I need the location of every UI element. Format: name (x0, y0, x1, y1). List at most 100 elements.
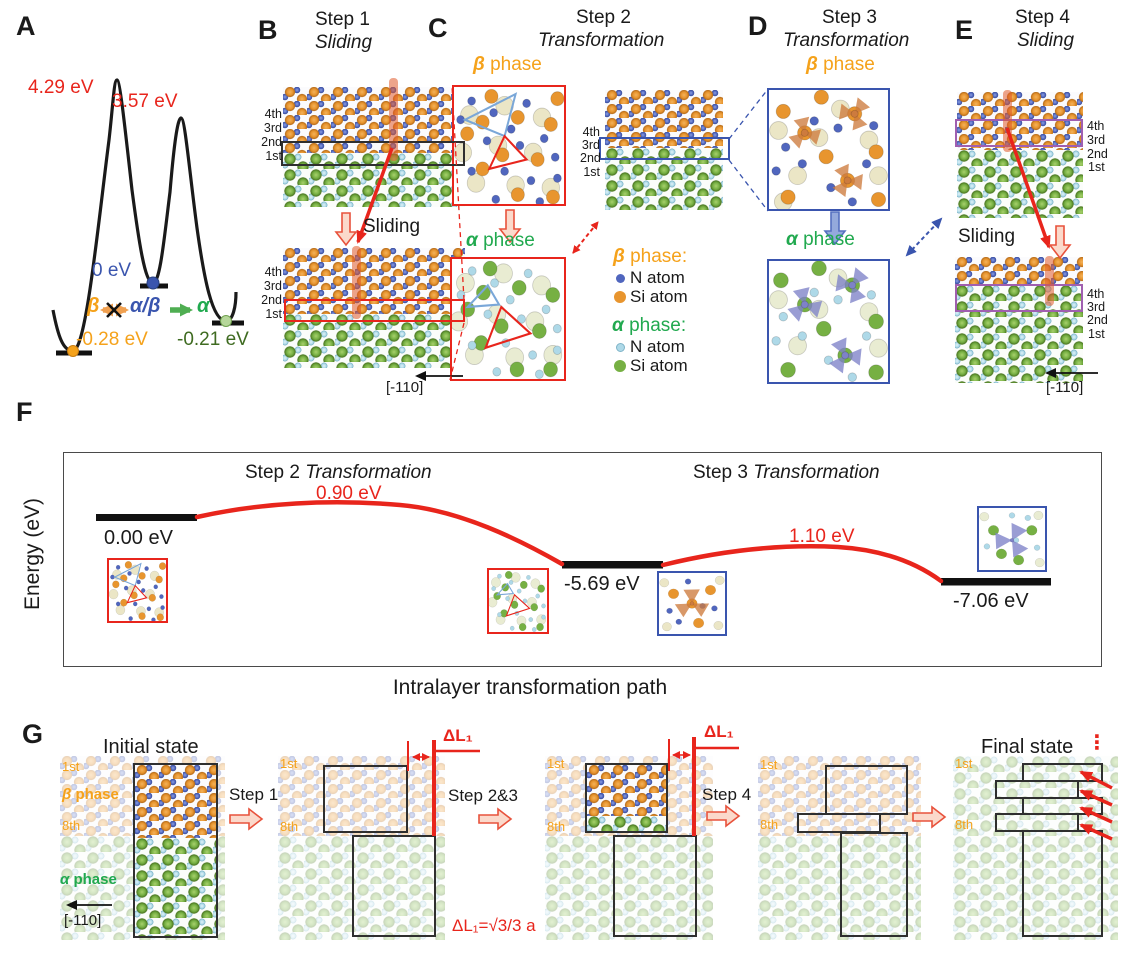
layer-label: 2nd (1087, 147, 1108, 161)
layer-label: 3rd (1087, 300, 1106, 314)
alpha-symbol: α (197, 295, 210, 317)
barrier2-value: 1.10 eV (789, 526, 855, 547)
transformed-layer-strip (797, 813, 881, 833)
right-block-arrow-icon (229, 808, 263, 830)
down-block-arrow-icon (1049, 225, 1071, 259)
layer-label: 4th (1087, 287, 1105, 301)
transform-row-box (599, 137, 730, 160)
panel-d-step-mode: Transformation (783, 30, 910, 51)
layer-first-label: 1st (955, 756, 973, 771)
faded-background (758, 756, 921, 940)
step23-arrow-label: Step 2&3 (448, 786, 518, 805)
beta-symbol: β (87, 295, 100, 317)
beta-lattice (955, 257, 1083, 285)
initial-state-title: Initial state (103, 736, 199, 758)
layer-label: 3rd (1087, 133, 1106, 147)
interface-symbol: α/β (130, 295, 161, 317)
alpha-block (1022, 830, 1103, 937)
beta-lattice (283, 248, 465, 314)
layer-label: 4th (264, 107, 282, 121)
right-block-arrow-icon (478, 808, 512, 830)
barrier-left-value: 4.29 eV (28, 77, 94, 98)
alpha-tetra-structure (767, 259, 890, 384)
ellipsis-dots: ⋮ (1087, 732, 1107, 754)
alpha-lattice (957, 150, 1083, 218)
inset-alpha-zoom (487, 568, 549, 634)
alpha-min-value: -0.21 eV (177, 329, 249, 350)
layer-eighth-label: 8th (62, 818, 81, 833)
down-block-arrow-icon (335, 212, 357, 246)
step4-arrow-label: Step 4 (702, 785, 752, 804)
layer-label: 1st (583, 165, 600, 179)
layer-label: 4th (264, 265, 282, 279)
legend-alpha-n: N atom (630, 337, 685, 356)
layer-first-label: 1st (547, 756, 565, 771)
panel-e-label: E (955, 15, 974, 45)
delta-l1-label: ΔL₁ (443, 726, 473, 745)
beta-min-value: -0.28 eV (76, 329, 148, 350)
beta-n-atom-icon (616, 274, 625, 283)
layer-eighth-label: 8th (955, 817, 974, 832)
x-axis-caption: Intralayer transformation path (392, 676, 668, 699)
panel-e-step-title: Step 4 (1015, 7, 1070, 28)
legend-beta-n: N atom (630, 268, 685, 287)
layer-label: 3rd (263, 121, 282, 135)
layer-label: 1st (1088, 327, 1105, 341)
ref-level-value: 0 eV (92, 260, 132, 281)
slide-row-box (955, 284, 1083, 312)
level-mid-value: -5.69 eV (564, 573, 640, 595)
alpha-block (840, 832, 908, 937)
delta-l1-formula: ΔL₁=√3/3 a (452, 916, 536, 935)
beta-zoom-structure (452, 85, 566, 206)
alpha-phase-label: α phase (60, 871, 117, 888)
layer-label: 1st (265, 149, 282, 163)
panel-b-step-title: Step 1 (315, 9, 370, 30)
alpha-lattice (283, 314, 465, 368)
barrier1-value: 0.90 eV (316, 483, 382, 504)
direction-label: [-110] (1046, 379, 1084, 396)
beta-phase-heading: β phase (806, 54, 875, 75)
interface-state-dot (146, 276, 160, 290)
final-state-title: Final state (981, 736, 1074, 758)
sliding-label: Sliding (958, 226, 1016, 247)
alpha-phase-heading: α phase (466, 230, 535, 251)
alpha-si-atom-icon (614, 360, 626, 372)
panel-g-label: G (22, 719, 44, 749)
beta-block (825, 765, 908, 815)
beta-si-atom-icon (614, 291, 626, 303)
panel-d-label: D (748, 11, 768, 41)
slide-row-box (955, 119, 1083, 147)
beta-phase-heading: β phase (473, 54, 542, 75)
barrier-right-value: 3.57 eV (112, 91, 178, 112)
layer-eighth-label: 8th (280, 819, 299, 834)
inset-beta-zoom (107, 558, 168, 623)
panel-d-step-title: Step 3 (822, 7, 877, 28)
level-end-value: -7.06 eV (953, 590, 1029, 612)
equivalence-dashed-arrow-icon (572, 221, 599, 254)
sliding-label: Sliding (363, 216, 421, 237)
layer-first-label: 1st (280, 756, 298, 771)
interface-row-box (281, 141, 465, 166)
equivalence-dashed-arrow-icon (905, 217, 943, 257)
layer-label: 4th (1087, 119, 1105, 133)
panel-b-step-mode: Sliding (315, 32, 373, 53)
beta-phase-label: β phase (62, 786, 119, 803)
legend-alpha-title: α phase: (612, 315, 687, 336)
legend-alpha-si: Si atom (630, 356, 688, 375)
supercell-box (133, 763, 218, 938)
alpha-phase-heading: α phase (786, 229, 855, 250)
zoom-callout-line (728, 88, 769, 140)
layer-eighth-label: 8th (547, 819, 566, 834)
level-start-value: 0.00 eV (104, 527, 173, 549)
y-axis-label: Energy (eV) (21, 497, 44, 610)
direction-label: [-110] (386, 379, 424, 396)
alpha-block (352, 835, 436, 937)
layer-label: 1st (1088, 160, 1105, 174)
layer-eighth-label: 8th (760, 817, 779, 832)
panel-b-label: B (258, 15, 278, 45)
energy-plot-frame (63, 452, 1102, 667)
panel-c-label: C (428, 13, 448, 43)
slid-row-box (284, 299, 465, 322)
delta-l1-label: ΔL₁ (704, 722, 734, 741)
